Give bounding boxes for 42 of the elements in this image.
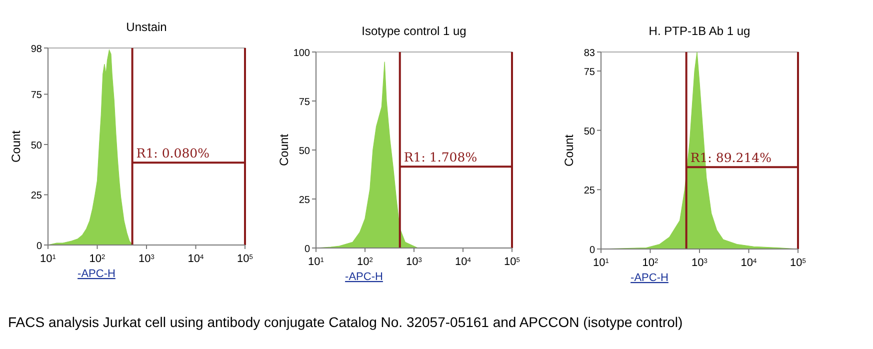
- y-tick-label: 75: [298, 97, 310, 108]
- annotation: R1: 1.708%: [404, 150, 478, 165]
- y-tick-label: 75: [584, 66, 596, 78]
- text: FACS analysis Jurkat cell using antibody conjugate Catalog No. 32057-05161 and APCCON (isotype control): [8, 314, 683, 330]
- x-axis-title: -APC-H: [630, 272, 668, 284]
- y-tick-label: 25: [298, 195, 310, 206]
- y-axis-title: Count: [9, 130, 23, 163]
- chart-title: Unstain: [126, 20, 167, 34]
- chart-title: Isotype control 1 ug: [362, 24, 466, 38]
- y-tick-label: 0: [304, 244, 310, 255]
- annotation: R1: 0.080%: [136, 146, 210, 161]
- y-tick-label: 0: [36, 241, 42, 252]
- y-tick-label: 0: [589, 245, 596, 256]
- x-axis-title: -APC-H: [78, 268, 116, 280]
- y-tick-label: 25: [30, 190, 42, 202]
- x-tick-label: 10$^{5}$: [237, 253, 254, 265]
- y-tick-label: 50: [30, 140, 42, 152]
- x-tick-label: 10$^{4}$: [740, 257, 758, 269]
- x-tick-label: 10$^{4}$: [188, 253, 204, 265]
- x-tick-label: 10$^{2}$: [89, 253, 106, 265]
- x-tick-label: 10$^{4}$: [455, 256, 472, 268]
- x-tick-label: 10$^{5}$: [790, 257, 806, 269]
- x-tick-label: 10$^{5}$: [504, 256, 520, 268]
- y-tick-label: 100: [293, 48, 310, 59]
- x-tick-label: 10$^{2}$: [357, 256, 374, 268]
- y-axis-title: Count: [277, 133, 291, 166]
- x-tick-label: 10$^{1}$: [308, 256, 324, 268]
- x-tick-label: 10$^{3}$: [692, 257, 708, 269]
- y-tick-label: 98: [30, 44, 42, 55]
- x-tick-label: 10$^{1}$: [593, 257, 610, 269]
- y-tick-label: 75: [30, 90, 42, 102]
- x-axis-title: -APC-H: [345, 271, 383, 283]
- x-tick-label: 10$^{3}$: [406, 256, 422, 268]
- y-axis-title: Count: [562, 134, 576, 167]
- x-tick-label: 10$^{1}$: [40, 253, 56, 265]
- y-tick-label: 50: [584, 126, 596, 138]
- y-tick-label: 25: [584, 186, 596, 197]
- chart-title: H. PTP-1B Ab 1 ug: [648, 24, 750, 38]
- x-tick-label: 10$^{2}$: [642, 257, 659, 269]
- y-tick-label: 50: [298, 146, 310, 157]
- x-tick-label: 10$^{3}$: [138, 253, 155, 265]
- y-tick-label: 83: [584, 48, 596, 59]
